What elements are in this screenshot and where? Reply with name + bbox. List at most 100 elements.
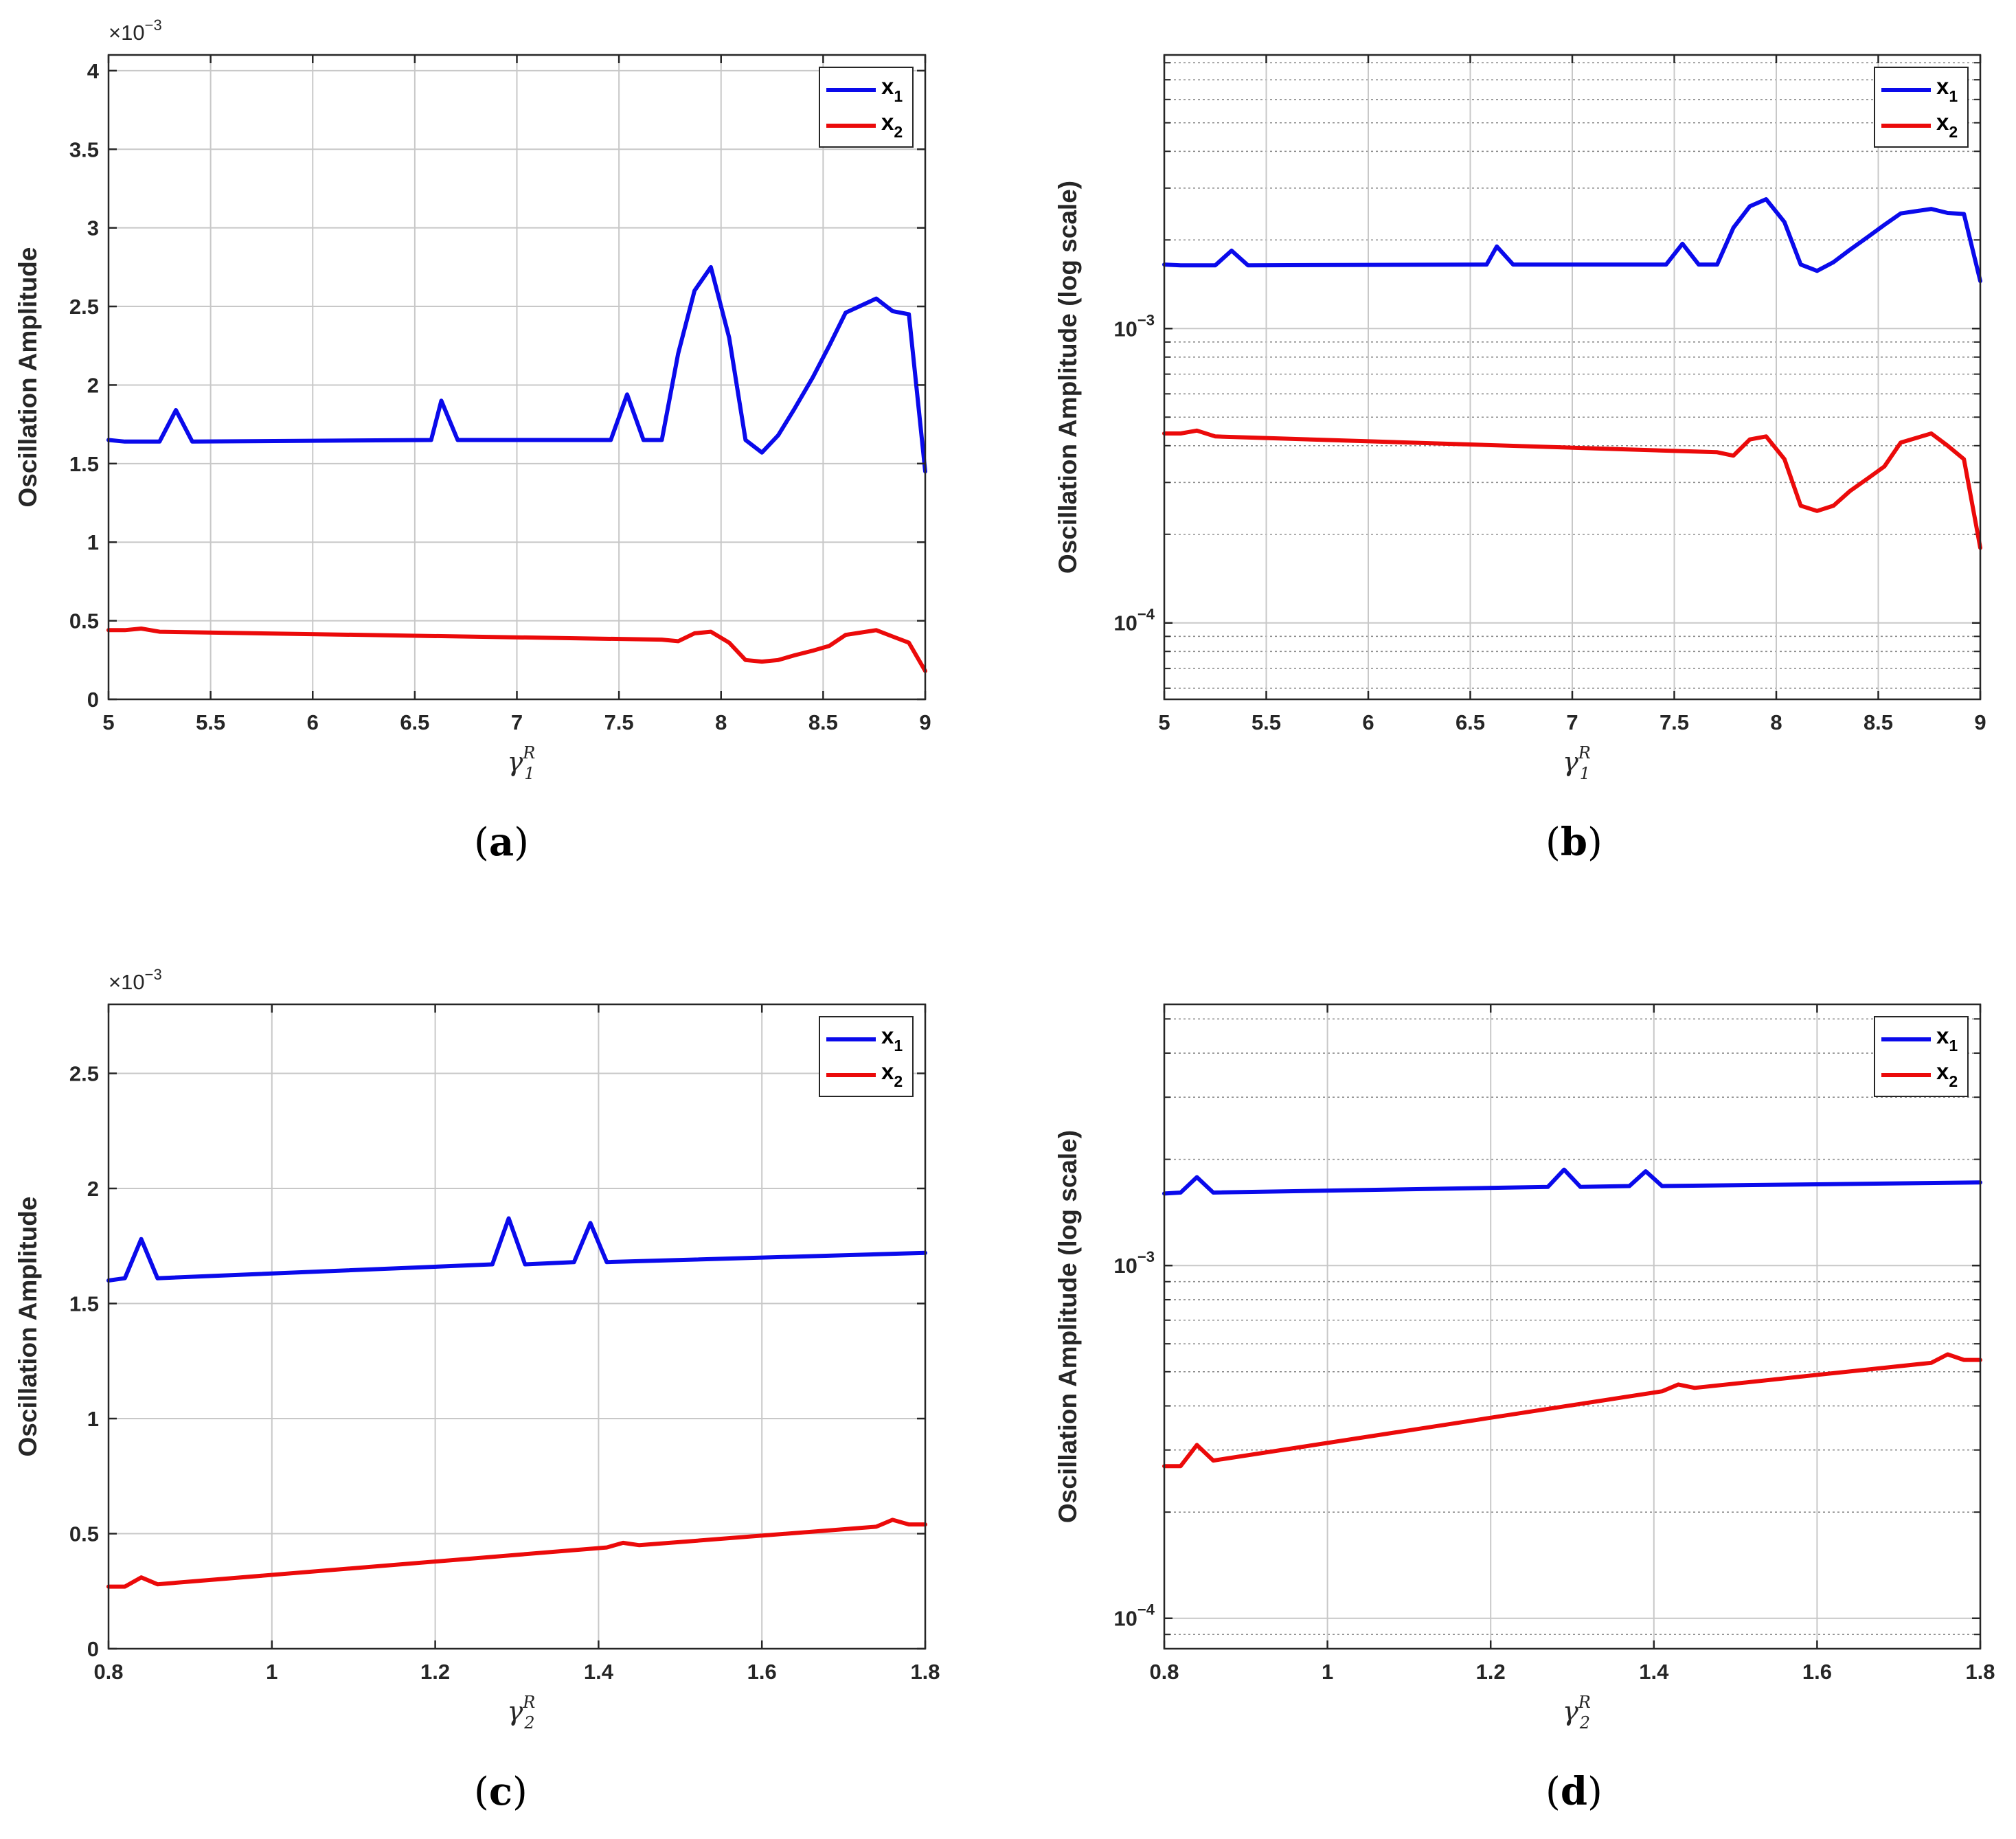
y-tick-base: 10 bbox=[1113, 1607, 1137, 1631]
x-axis-label: γR 2 bbox=[1563, 1693, 1591, 1733]
y-exponent-base: ×10 bbox=[109, 21, 145, 45]
y-tick-label: 10−3 bbox=[1113, 311, 1155, 341]
y-tick-exponent: −4 bbox=[1137, 1601, 1155, 1618]
y-tick-exponent: −3 bbox=[1137, 311, 1155, 328]
x-tick-label: 5 bbox=[1158, 710, 1170, 734]
legend-box bbox=[1874, 1016, 1969, 1097]
legend-box bbox=[1874, 67, 1969, 148]
x-tick-label: 1.2 bbox=[420, 1660, 450, 1684]
caption-close: ) bbox=[1587, 820, 1602, 865]
y-exponent-base: ×10 bbox=[109, 970, 145, 994]
caption-letter: c bbox=[489, 1769, 512, 1814]
legend-label: x1 bbox=[881, 74, 903, 105]
legend-label: x2 bbox=[1936, 1059, 1958, 1090]
legend-label-sub: 1 bbox=[894, 1037, 903, 1054]
legend-label: x2 bbox=[881, 109, 903, 141]
series-line-x2 bbox=[1162, 1352, 1982, 1469]
x-tick-label: 1.8 bbox=[1965, 1660, 1995, 1684]
caption-letter: a bbox=[489, 820, 514, 865]
y-tick-exponent: −4 bbox=[1137, 606, 1155, 623]
series-line-x1 bbox=[106, 264, 927, 474]
y-tick-label: 1.5 bbox=[69, 1292, 99, 1316]
series-line-x1 bbox=[1162, 197, 1982, 284]
legend-label-sub: 1 bbox=[1949, 1037, 1958, 1054]
caption-open: ( bbox=[1545, 1770, 1561, 1814]
x-tick-label: 1.4 bbox=[1639, 1660, 1669, 1684]
y-tick-label: 2 bbox=[87, 1177, 99, 1201]
y-tick-label: 1.5 bbox=[69, 452, 99, 476]
x-tick-label: 1 bbox=[1322, 1660, 1333, 1684]
x-tick-label: 9 bbox=[1974, 710, 1986, 734]
x-tick-label: 0.8 bbox=[93, 1660, 123, 1684]
x-axis-label-sup: R bbox=[522, 743, 535, 763]
x-axis-label: γR 2 bbox=[508, 1693, 536, 1733]
x-tick-label: 8 bbox=[715, 710, 727, 734]
x-tick-label: 1.6 bbox=[1802, 1660, 1832, 1684]
panel-caption: (d) bbox=[1545, 1769, 1602, 1814]
legend-label: x1 bbox=[1936, 1023, 1958, 1054]
y-tick-label: 4 bbox=[87, 59, 100, 83]
caption-close: ) bbox=[1587, 1770, 1602, 1814]
y-tick-label: 2 bbox=[87, 373, 99, 397]
y-tick-exponent: −3 bbox=[1137, 1248, 1155, 1265]
legend: x1 x2 bbox=[1874, 67, 1969, 148]
axes-box bbox=[1163, 1003, 1982, 1650]
x-axis-label-sup: R bbox=[522, 1693, 535, 1712]
legend-label-sub: 1 bbox=[1949, 87, 1958, 105]
x-tick-label: 6.5 bbox=[1456, 710, 1485, 734]
axes-box bbox=[107, 1003, 927, 1650]
y-tick-label: 10−4 bbox=[1113, 606, 1155, 635]
x-tick-label: 0.8 bbox=[1149, 1660, 1179, 1684]
y-tick-label: 3.5 bbox=[69, 137, 99, 161]
x-tick-label: 5 bbox=[102, 710, 114, 734]
x-tick-label: 1.8 bbox=[910, 1660, 940, 1684]
y-tick-label: 10−4 bbox=[1113, 1601, 1155, 1631]
legend-label-base: x bbox=[881, 109, 894, 135]
caption-open: ( bbox=[474, 1770, 489, 1814]
y-exponent-label: ×10−3 bbox=[109, 16, 162, 45]
x-tick-label: 8.5 bbox=[808, 710, 838, 734]
y-axis-label: Oscillation Amplitude (log scale) bbox=[1054, 181, 1082, 574]
x-axis-label: γR 1 bbox=[1563, 743, 1591, 783]
legend-label: x2 bbox=[881, 1059, 903, 1090]
x-tick-label: 9 bbox=[919, 710, 931, 734]
x-tick-label: 1 bbox=[266, 1660, 278, 1684]
x-tick-label: 1.2 bbox=[1476, 1660, 1506, 1684]
x-tick-label: 5.5 bbox=[1251, 710, 1281, 734]
legend: x1 x2 bbox=[819, 1016, 914, 1097]
series-line-x1 bbox=[1162, 1167, 1982, 1196]
legend-label-base: x bbox=[881, 1059, 894, 1084]
legend-label-sub: 1 bbox=[894, 87, 903, 105]
panel-a: 5 5.5 6 6.5 7 7.5 8 8.5 9 0 0.5 1 1.5 2 2.5 3 3.5 4 ×10−3 O… bbox=[14, 16, 931, 865]
series-line-x2 bbox=[106, 1518, 927, 1589]
caption-close: ) bbox=[514, 820, 529, 865]
x-tick-label: 7 bbox=[511, 710, 523, 734]
y-tick-label: 1 bbox=[87, 1407, 99, 1431]
y-exponent-power: −3 bbox=[145, 16, 162, 34]
y-tick-label: 2.5 bbox=[69, 1062, 99, 1086]
panel-caption: (b) bbox=[1545, 820, 1602, 865]
legend-box bbox=[819, 67, 914, 148]
x-axis-label-sub: 2 bbox=[523, 1713, 534, 1733]
x-tick-label: 6 bbox=[1362, 710, 1374, 734]
panel-c: 0.8 1 1.2 1.4 1.6 1.8 0 0.5 1 1.5 2 2.5 ×10−3 Oscilla… bbox=[14, 966, 940, 1814]
panel-caption: (c) bbox=[474, 1769, 528, 1814]
x-tick-label: 1.4 bbox=[584, 1660, 614, 1684]
x-axis-label-sup: R bbox=[1578, 743, 1591, 763]
legend-label: x2 bbox=[1936, 109, 1958, 141]
legend-label: x1 bbox=[1936, 74, 1958, 105]
series-line-x1 bbox=[106, 1216, 927, 1283]
y-axis-label: Oscillation Amplitude (log scale) bbox=[1054, 1130, 1082, 1523]
series-line-x2 bbox=[106, 627, 927, 673]
x-tick-label: 6.5 bbox=[400, 710, 429, 734]
x-tick-label: 8.5 bbox=[1864, 710, 1893, 734]
y-tick-base: 10 bbox=[1113, 1254, 1137, 1278]
caption-close: ) bbox=[512, 1770, 528, 1814]
legend-label-base: x bbox=[881, 1023, 894, 1048]
x-axis-label-base: γ bbox=[508, 747, 523, 777]
y-exponent-power: −3 bbox=[145, 966, 162, 983]
legend-label-base: x bbox=[881, 74, 894, 99]
